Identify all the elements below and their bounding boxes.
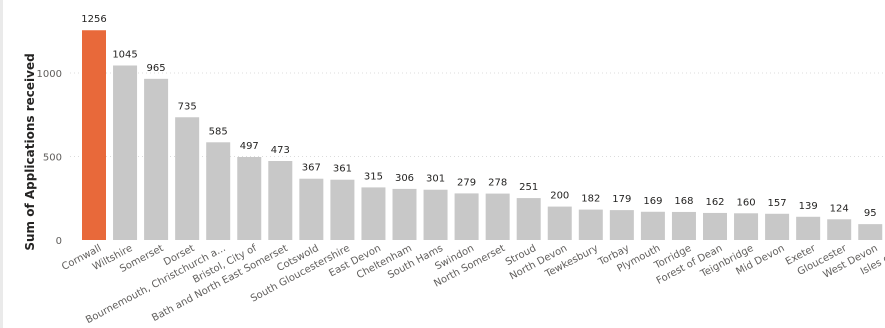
visual-border (0, 0, 3, 328)
bar[interactable] (765, 213, 790, 240)
data-label: 160 (737, 197, 756, 208)
data-label: 157 (768, 198, 787, 209)
bar[interactable] (827, 219, 852, 240)
data-labels: 1256 1045 965 735 585 497 473 367 361 315 306 301 27… (81, 14, 877, 219)
data-label: 278 (488, 178, 507, 189)
data-label: 169 (643, 196, 662, 207)
bar[interactable] (578, 209, 603, 240)
data-label: 279 (457, 177, 476, 188)
bar[interactable] (361, 187, 386, 240)
data-label: 367 (302, 163, 321, 174)
bar[interactable] (640, 211, 665, 240)
bar[interactable] (734, 213, 759, 240)
bar[interactable] (268, 161, 293, 240)
bar[interactable] (82, 30, 106, 240)
data-label: 965 (147, 63, 166, 74)
bar[interactable] (485, 193, 510, 240)
data-label: 473 (271, 145, 290, 156)
y-axis-ticks: 0 500 1000 (37, 69, 62, 247)
bar[interactable] (330, 179, 355, 240)
bar[interactable] (671, 211, 696, 240)
bar[interactable] (454, 193, 479, 240)
bar[interactable] (516, 198, 541, 240)
data-label: 162 (705, 197, 724, 208)
bar[interactable] (392, 188, 417, 240)
data-label: 179 (612, 194, 631, 205)
data-label: 306 (395, 173, 414, 184)
x-axis-categories: CornwallWiltshireSomersetDorsetBournemou… (60, 243, 885, 327)
y-axis-label: Sum of Applications received (23, 53, 37, 250)
bar[interactable] (423, 189, 448, 240)
data-label: 95 (864, 208, 877, 219)
data-label: 168 (674, 196, 693, 207)
data-label: 200 (550, 191, 569, 202)
data-label: 361 (333, 164, 352, 175)
bar[interactable] (237, 157, 262, 240)
bar[interactable] (796, 216, 821, 240)
data-label: 585 (209, 126, 228, 137)
bar[interactable] (144, 78, 169, 240)
bar[interactable] (609, 210, 634, 240)
data-label: 139 (799, 201, 818, 212)
y-tick-label: 500 (43, 153, 62, 164)
data-label: 182 (581, 194, 600, 205)
bars (82, 30, 883, 240)
data-label: 735 (178, 101, 197, 112)
bar[interactable] (858, 224, 883, 240)
y-tick-label: 1000 (37, 69, 62, 80)
data-label: 251 (519, 182, 538, 193)
bar[interactable] (299, 178, 324, 240)
bar[interactable] (113, 65, 138, 240)
bar[interactable] (547, 206, 572, 240)
data-label: 1045 (112, 49, 137, 60)
y-tick-label: 0 (56, 236, 62, 247)
data-label: 124 (830, 203, 849, 214)
bar[interactable] (206, 142, 231, 240)
data-label: 497 (240, 141, 259, 152)
bar[interactable] (703, 212, 727, 240)
data-label: 301 (426, 174, 445, 185)
data-label: 1256 (81, 14, 106, 25)
data-label: 315 (364, 171, 383, 182)
bar[interactable] (175, 117, 200, 240)
